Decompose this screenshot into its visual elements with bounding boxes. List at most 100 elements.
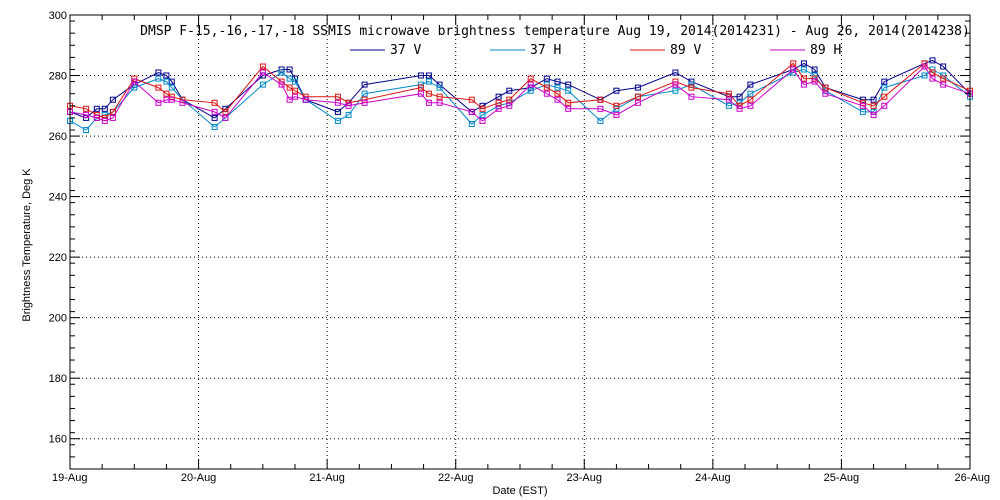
legend-label: 89 V xyxy=(670,43,701,58)
data-point xyxy=(822,90,829,97)
data-point xyxy=(155,69,162,76)
data-point xyxy=(361,90,368,97)
data-point xyxy=(425,72,432,79)
data-point xyxy=(495,105,502,112)
data-point xyxy=(554,96,561,103)
y-tick-label: 180 xyxy=(49,373,67,385)
axes: 160 180 200 220 240 260 280 300 19-Aug 20-Aug 21-A… xyxy=(49,10,990,484)
data-point xyxy=(811,78,818,85)
data-point xyxy=(436,99,443,106)
data-point xyxy=(800,81,807,88)
data-point xyxy=(479,111,486,118)
data-point xyxy=(672,87,679,94)
data-point xyxy=(278,81,285,88)
data-point xyxy=(155,84,162,91)
data-point xyxy=(634,84,641,91)
data-point xyxy=(747,96,754,103)
data-point xyxy=(527,87,534,94)
series-1 xyxy=(67,66,973,133)
data-point xyxy=(345,102,352,109)
data-point xyxy=(929,69,936,76)
legend-label: 37 V xyxy=(390,43,421,58)
data-point xyxy=(211,99,218,106)
data-point xyxy=(292,78,298,85)
x-tick-label: 22-Aug xyxy=(438,472,473,484)
data-point xyxy=(800,66,807,73)
data-point xyxy=(302,96,309,103)
data-point xyxy=(468,121,475,127)
data-point xyxy=(286,66,293,73)
data-point xyxy=(425,78,432,85)
data-point xyxy=(940,75,947,82)
data-point xyxy=(859,96,866,103)
data-point xyxy=(800,75,807,82)
data-point xyxy=(345,111,352,118)
data-point xyxy=(436,84,443,91)
data-point xyxy=(859,108,866,115)
data-point xyxy=(259,81,266,88)
data-point xyxy=(940,72,947,79)
data-point xyxy=(929,75,936,82)
data-point xyxy=(672,81,679,88)
x-tick-label: 25-Aug xyxy=(824,472,859,484)
data-point xyxy=(109,96,116,103)
data-point xyxy=(800,60,807,67)
data-point xyxy=(565,99,572,106)
data-point xyxy=(334,99,341,106)
data-point xyxy=(565,81,572,88)
data-point xyxy=(506,87,513,94)
data-point xyxy=(940,63,947,70)
x-tick-label: 20-Aug xyxy=(181,472,216,484)
data-point xyxy=(168,96,175,103)
data-point xyxy=(259,63,266,70)
data-point xyxy=(211,124,218,130)
y-tick-label: 220 xyxy=(49,252,67,264)
data-point xyxy=(163,78,170,85)
data-point xyxy=(613,111,620,118)
data-point xyxy=(870,102,877,109)
x-tick-label: 21-Aug xyxy=(309,472,344,484)
data-point xyxy=(688,84,695,91)
data-point xyxy=(921,63,928,70)
data-point xyxy=(921,72,928,79)
x-tick-label: 23-Aug xyxy=(567,472,602,484)
series-line xyxy=(69,65,971,122)
data-point xyxy=(597,105,604,112)
y-axis-label: Brightness Temperature, Deg K xyxy=(21,168,33,322)
series-3 xyxy=(67,63,973,124)
data-point xyxy=(495,93,502,100)
data-point xyxy=(479,105,486,112)
y-tick-label: 240 xyxy=(49,192,67,204)
data-point xyxy=(211,108,218,115)
data-point xyxy=(811,66,818,73)
data-point xyxy=(155,99,162,106)
data-point xyxy=(725,96,732,103)
data-point xyxy=(361,99,368,106)
data-point xyxy=(506,102,513,109)
data-point xyxy=(361,96,368,103)
y-tick-label: 280 xyxy=(49,71,67,83)
data-point xyxy=(334,93,341,100)
data-point xyxy=(211,114,218,121)
plot-frame xyxy=(69,14,971,470)
data-point xyxy=(83,127,90,133)
data-point xyxy=(101,105,108,112)
series-group xyxy=(67,57,973,133)
data-point xyxy=(565,105,572,112)
data-point xyxy=(163,72,170,79)
data-point xyxy=(93,114,100,121)
data-point xyxy=(278,69,285,76)
data-point xyxy=(109,114,116,121)
y-tick-label: 200 xyxy=(49,313,67,325)
data-point xyxy=(259,69,266,76)
y-tick-label: 160 xyxy=(49,434,67,446)
data-point xyxy=(468,96,475,103)
data-point xyxy=(417,90,424,97)
data-point xyxy=(747,102,754,109)
data-point xyxy=(417,84,424,91)
data-point xyxy=(506,96,513,103)
data-point xyxy=(222,114,229,121)
data-point xyxy=(881,84,888,91)
